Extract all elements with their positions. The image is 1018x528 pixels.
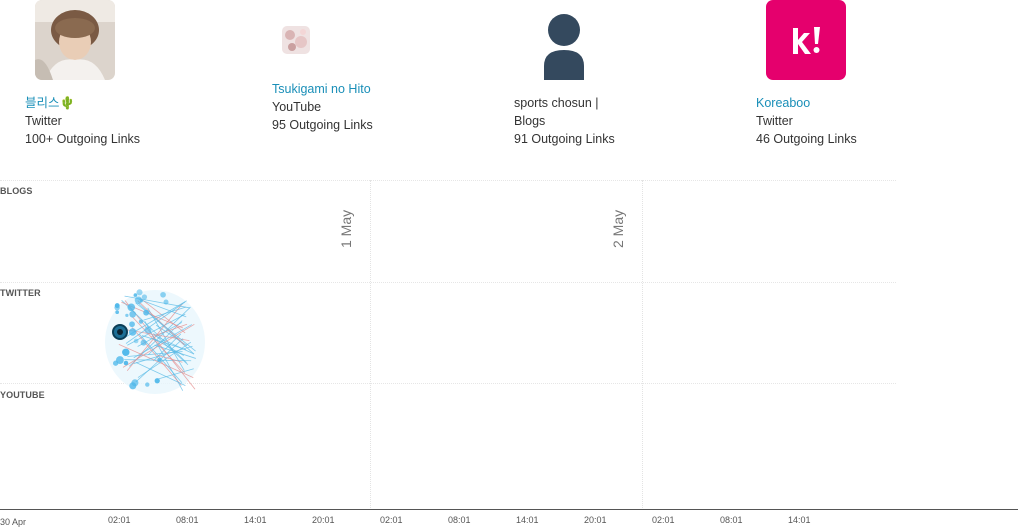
link-node [127,303,136,312]
axis-tick-label: 02:01 [380,515,403,525]
link-node [133,293,138,297]
link-node [143,309,150,316]
link-node [138,319,144,324]
link-node [134,296,143,304]
link-edge [125,301,186,344]
koreaboo-logo-icon[interactable] [766,0,846,80]
axis-tick-label: 02:01 [108,515,131,525]
link-node [145,382,150,387]
axis-tick-label: 14:01 [244,515,267,525]
link-edge [143,306,186,321]
link-edge [154,344,196,359]
day-divider [370,180,371,508]
source-name: sports chosun | [514,96,599,110]
link-edge [133,324,192,359]
link-node [160,291,166,298]
link-node [128,328,137,336]
link-edge [137,341,192,378]
source-outgoing-links: 95 Outgoing Links [272,118,373,132]
link-node [141,294,148,300]
link-node [140,339,147,346]
source-outgoing-links: 100+ Outgoing Links [25,132,141,146]
link-edge [153,333,182,362]
day-divider [642,180,643,508]
link-edge [156,368,194,380]
link-edge [131,316,186,374]
link-edge [157,354,183,363]
link-node [133,338,139,344]
link-node [157,357,162,363]
link-node [139,299,143,303]
link-node [129,382,137,390]
user-photo-avatar[interactable] [35,0,115,80]
link-node [122,348,130,357]
lane-divider [0,180,896,181]
channel-thumbnail-avatar[interactable] [282,26,310,54]
source-card[interactable]: Tsukigami no Hito YouTube 95 Outgoing Li… [272,0,502,134]
source-platform: Blogs [514,114,546,128]
source-name-link[interactable]: Tsukigami no Hito [272,82,371,96]
link-edge [157,336,195,355]
link-edge [133,345,193,364]
link-node [116,356,124,364]
selected-source-node-core [117,329,123,335]
link-edge [153,333,189,365]
source-card[interactable]: Koreaboo Twitter 46 Outgoing Links [756,0,986,148]
axis-start-date: 30 Apr [0,517,27,527]
axis-tick-label: 14:01 [516,515,539,525]
link-node [115,310,120,315]
person-silhouette-icon[interactable] [524,0,604,80]
link-node [154,378,160,384]
link-node [129,310,137,318]
lane-divider [0,383,896,384]
link-node [129,321,135,328]
axis-tick-label: 08:01 [176,515,199,525]
lane-label-youtube: YOUTUBE [0,390,45,400]
link-edge [139,297,186,334]
link-node [136,289,143,296]
source-card[interactable]: 블리스🌵 Twitter 100+ Outgoing Links [25,0,255,148]
source-name-link[interactable]: 블리스🌵 [25,96,76,110]
link-node [123,360,129,366]
link-edge [126,303,184,372]
source-outgoing-links: 91 Outgoing Links [514,132,615,146]
source-platform: YouTube [272,100,322,114]
lane-label-blogs: BLOGS [0,186,33,196]
link-edge [135,362,186,386]
source-card[interactable]: sports chosun | Blogs 91 Outgoing Links [514,0,744,148]
lane-divider [0,282,896,283]
link-edge [118,343,194,378]
lane-label-twitter: TWITTER [0,288,41,298]
axis-tick-label: 08:01 [720,515,743,525]
source-platform: Twitter [25,114,62,128]
link-edge [138,298,187,318]
link-node [163,299,169,305]
link-node [114,303,120,309]
source-outgoing-links: 46 Outgoing Links [756,132,857,146]
time-axis [0,509,1018,510]
source-name-link[interactable]: Koreaboo [756,96,811,110]
axis-tick-label: 20:01 [312,515,335,525]
axis-tick-label: 20:01 [584,515,607,525]
source-platform: Twitter [756,114,793,128]
axis-tick-label: 14:01 [788,515,811,525]
link-node [144,326,152,334]
link-node [125,313,129,318]
axis-tick-label: 08:01 [448,515,471,525]
axis-tick-label: 02:01 [652,515,675,525]
